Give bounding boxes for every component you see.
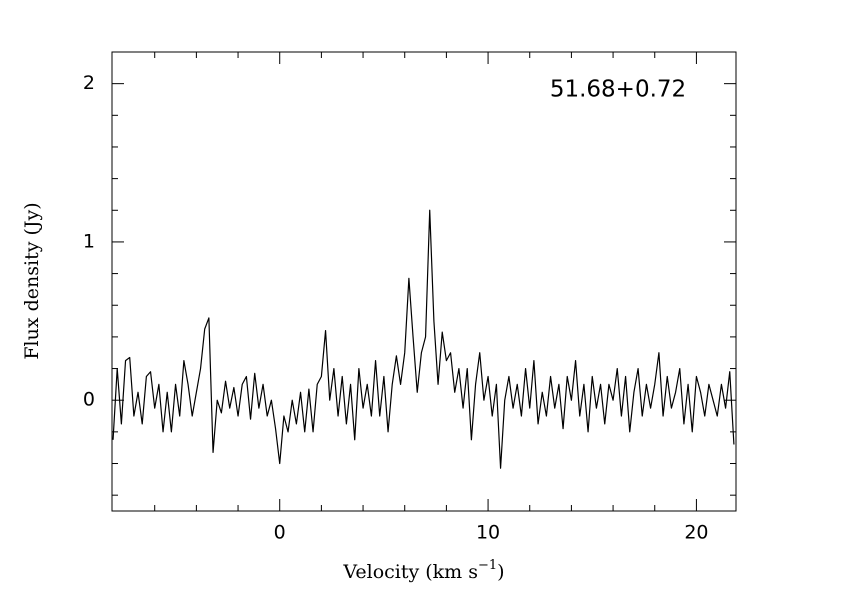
y-axis-label: Flux density (Jy) — [21, 202, 43, 359]
y-tick-label: 2 — [83, 72, 95, 94]
x-tick-label: 10 — [476, 522, 500, 544]
annotation: 51.68+0.72 — [550, 77, 686, 103]
y-tick-label: 0 — [83, 389, 95, 411]
x-axis-label-main: Velocity (km s — [342, 561, 478, 583]
x-tick-label: 0 — [274, 522, 286, 544]
x-tick-label: 20 — [684, 522, 708, 544]
spectrum-line — [112, 209, 735, 469]
x-axis-label-sup: −1 — [478, 558, 497, 573]
x-axis-label-end: ) — [497, 561, 504, 583]
plot-frame — [111, 51, 737, 512]
y-tick-label: 1 — [83, 230, 95, 252]
x-axis-label: Velocity (km s−1) — [342, 558, 504, 584]
